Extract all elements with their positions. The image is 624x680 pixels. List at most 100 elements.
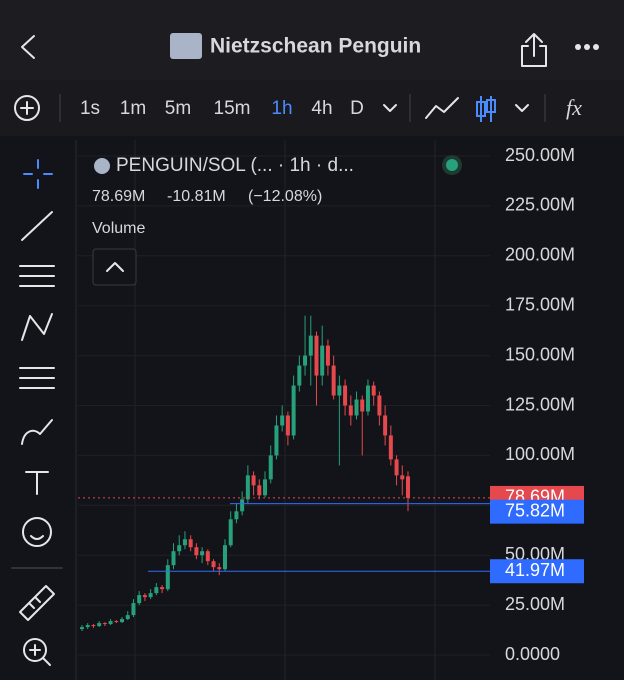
candle-body: [228, 519, 233, 546]
page-title: Nietzschean Penguin: [210, 35, 421, 58]
candle-body: [160, 587, 165, 590]
symbol-icon: [94, 158, 110, 174]
emoji-tool[interactable]: [22, 517, 52, 547]
line-style[interactable]: [425, 97, 459, 119]
candle-body: [91, 625, 96, 627]
candle-body: [354, 399, 359, 416]
y-tick-label: 175.00M: [505, 294, 575, 314]
y-tick-label: 50.00M: [505, 544, 565, 564]
candle-body: [240, 499, 245, 512]
candle-body: [171, 551, 176, 566]
candle-body: [251, 475, 256, 486]
interval-button[interactable]: 15m: [214, 98, 251, 119]
candle-body: [314, 335, 319, 376]
candle-body: [274, 425, 279, 456]
candle-body: [85, 625, 90, 628]
candle-body: [371, 385, 376, 396]
candle-body: [348, 405, 353, 416]
candle-body: [263, 479, 268, 496]
candle-body: [343, 385, 348, 406]
y-tick-label: 225.00M: [505, 195, 575, 215]
line-tool[interactable]: [21, 211, 53, 241]
candle-style[interactable]: [476, 96, 496, 122]
crosshair-tool[interactable]: [23, 159, 53, 189]
style-menu[interactable]: [515, 104, 529, 112]
candle-body: [137, 595, 142, 604]
ruler-tool[interactable]: [19, 585, 55, 621]
y-tick-label: 250.00M: [505, 145, 575, 165]
more-button[interactable]: [575, 44, 599, 50]
interval-button[interactable]: 1s: [80, 98, 100, 119]
candle-body: [257, 485, 262, 496]
candle-body: [245, 475, 250, 500]
top-bar: [0, 0, 624, 80]
collapse-button[interactable]: [92, 248, 137, 286]
candle-body: [383, 415, 388, 436]
last-price: 78.69M: [92, 188, 145, 205]
token-icon: [170, 33, 202, 59]
candle-body: [400, 475, 405, 480]
candle-body: [165, 565, 170, 590]
candle-body: [280, 415, 285, 426]
candle-body: [188, 539, 193, 548]
candle-body: [268, 455, 273, 480]
fx-button[interactable]: fx: [566, 95, 582, 120]
candle-body: [303, 355, 308, 366]
candle-body: [97, 623, 102, 627]
add-indicator[interactable]: [14, 95, 40, 121]
candle-body: [80, 627, 84, 630]
candle-body: [234, 511, 239, 520]
collapse-icon: [106, 262, 124, 272]
y-tick-label: 150.00M: [505, 344, 575, 364]
price-tag: [490, 559, 584, 584]
candle-body: [120, 619, 125, 623]
y-tick-label: 200.00M: [505, 245, 575, 265]
candle-body: [205, 551, 210, 562]
candle-body: [194, 547, 199, 556]
symbol-label: PENGUIN/SOL (... · 1h · d...: [116, 155, 354, 176]
candle-body: [337, 385, 342, 396]
interval-button[interactable]: 4h: [311, 98, 332, 119]
candle-body: [297, 365, 302, 386]
candle-body: [154, 587, 159, 594]
interval-menu[interactable]: [383, 104, 397, 112]
candle-body: [360, 399, 365, 412]
candle-body: [108, 621, 113, 625]
zoom-tool[interactable]: [23, 638, 51, 666]
tool-column: [0, 136, 76, 680]
candle-body: [331, 365, 336, 396]
brush-tool[interactable]: [21, 419, 53, 445]
candle-body: [177, 545, 182, 552]
interval-button[interactable]: 1h: [271, 98, 292, 119]
y-tick-label: 25.00M: [505, 594, 565, 614]
candle-body: [125, 615, 130, 620]
volume-label: Volume: [92, 220, 145, 237]
candle-body: [291, 385, 296, 436]
candle-body: [102, 623, 107, 625]
candle-body: [365, 385, 370, 412]
interval-button[interactable]: 1m: [120, 98, 146, 119]
candle-body: [406, 476, 410, 498]
candle-body: [325, 345, 330, 366]
y-tick-label: 125.00M: [505, 394, 575, 414]
candle-body: [200, 551, 205, 556]
interval-button[interactable]: 5m: [165, 98, 191, 119]
candle-body: [377, 395, 382, 416]
drawing-tools: [11, 159, 63, 666]
text-tool[interactable]: [25, 471, 49, 495]
change-pct: (−12.08%): [248, 188, 322, 205]
fib-tool[interactable]: [19, 265, 55, 287]
projection-tool[interactable]: [19, 367, 55, 389]
y-tick-label: 0.0000: [505, 644, 560, 664]
share-button[interactable]: [521, 33, 547, 67]
price-tag-label: 75.82M: [505, 500, 565, 520]
pattern-tool[interactable]: [21, 313, 53, 341]
price-tag: [490, 499, 584, 524]
candle-body: [320, 345, 325, 376]
interval-button[interactable]: D: [350, 98, 364, 119]
candle-body: [114, 621, 119, 623]
candle-body: [308, 335, 313, 356]
candle-body: [217, 567, 222, 570]
back-button[interactable]: [21, 35, 35, 59]
